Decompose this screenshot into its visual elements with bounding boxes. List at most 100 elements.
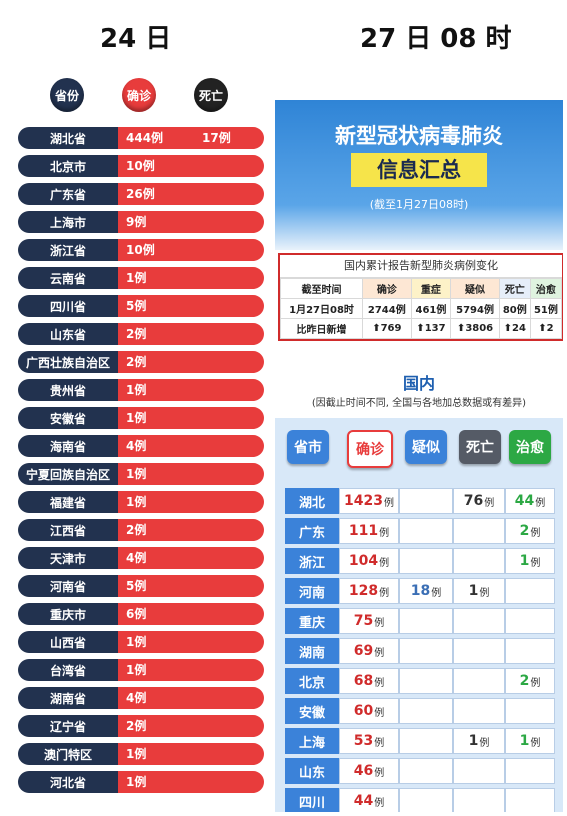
right-province-row: 重庆 75 例 <box>285 608 555 634</box>
confirmed-cell: 128 例 <box>339 578 399 604</box>
left-count-bar <box>118 211 264 233</box>
right-province-row: 安徽 60 例 <box>285 698 555 724</box>
cured-cell <box>505 638 555 664</box>
left-province-row: 山西省 1例 <box>18 631 264 653</box>
right-province-name: 河南 <box>285 578 339 604</box>
confirmed-cell: 69 例 <box>339 638 399 664</box>
confirmed-cell-unit: 例 <box>374 617 385 629</box>
confirmed-cell: 1423 例 <box>339 488 399 514</box>
right-province-name: 安徽 <box>285 698 339 724</box>
left-count-bar <box>118 603 264 625</box>
right-province-row: 湖南 69 例 <box>285 638 555 664</box>
left-count-bar <box>118 743 264 765</box>
left-count-bar <box>118 127 264 149</box>
left-province-row: 湖南省 4例 <box>18 687 264 709</box>
left-province-row: 宁夏回族自治区 1例 <box>18 463 264 485</box>
left-province-name: 上海市 <box>18 211 118 233</box>
banner-subtitle: 信息汇总 <box>351 153 487 187</box>
left-province-name: 山东省 <box>18 323 118 345</box>
confirmed-cell-unit: 例 <box>374 797 385 809</box>
confirmed-cell-unit: 例 <box>374 707 385 719</box>
right-province-row: 四川 44 例 <box>285 788 555 812</box>
left-confirmed-count: 1例 <box>126 271 147 285</box>
left-count-bar <box>118 715 264 737</box>
confirmed-header-badge: 确诊 <box>122 78 156 112</box>
left-count-bar <box>118 239 264 261</box>
left-death-count: 17例 <box>202 131 231 145</box>
confirmed-cell-value: 53 <box>353 733 374 749</box>
right-province-row: 浙江 104 例 1 例 <box>285 548 555 574</box>
left-province-name: 台湾省 <box>18 659 118 681</box>
confirmed-cell-value: 104 <box>348 553 379 569</box>
left-confirmed-count: 1例 <box>126 635 147 649</box>
left-province-name: 湖北省 <box>18 127 118 149</box>
right-province-name: 山东 <box>285 758 339 784</box>
confirmed-cell: 75 例 <box>339 608 399 634</box>
stats-header-cell: 截至时间 <box>279 278 364 299</box>
stats-header-cell: 治愈 <box>529 278 563 299</box>
stats-increase-cell: ⬆2 <box>529 318 563 339</box>
up-arrow-icon: ⬆ <box>503 323 513 334</box>
suspected-cell <box>399 728 453 754</box>
confirmed-cell-unit: 例 <box>379 587 390 599</box>
right-province-row: 广东 111 例 2 例 <box>285 518 555 544</box>
suspected-cell <box>399 608 453 634</box>
left-count-bar <box>118 575 264 597</box>
left-count-bar <box>118 659 264 681</box>
left-province-name: 辽宁省 <box>18 715 118 737</box>
confirmed-cell-value: 128 <box>348 583 379 599</box>
up-arrow-icon: ⬆ <box>456 323 466 334</box>
confirmed-cell-unit: 例 <box>374 737 385 749</box>
confirmed-cell-value: 68 <box>353 673 374 689</box>
left-province-row: 广东省 26例 <box>18 183 264 205</box>
banner-title: 新型冠状病毒肺炎 <box>335 124 503 148</box>
death-cell <box>453 638 505 664</box>
cured-cell-unit: 例 <box>535 497 546 509</box>
left-province-name: 四川省 <box>18 295 118 317</box>
stats-increase-value: 137 <box>424 323 446 334</box>
left-date-header: 24 日 <box>100 24 172 54</box>
left-confirmed-count: 6例 <box>126 607 147 621</box>
column-button-4[interactable]: 治愈 <box>509 430 551 464</box>
left-count-bar <box>118 771 264 793</box>
death-cell-unit: 例 <box>484 497 495 509</box>
stats-increase-value: 3806 <box>465 323 494 334</box>
cured-cell-value: 1 <box>519 733 530 749</box>
column-button-3[interactable]: 死亡 <box>459 430 501 464</box>
column-button-1[interactable]: 确诊 <box>347 430 393 468</box>
up-arrow-icon: ⬆ <box>538 323 547 334</box>
death-cell: 76 例 <box>453 488 505 514</box>
left-province-row: 山东省 2例 <box>18 323 264 345</box>
left-confirmed-count: 1例 <box>126 495 147 509</box>
right-province-name: 湖南 <box>285 638 339 664</box>
left-province-name: 广西壮族自治区 <box>18 351 118 373</box>
left-province-row: 四川省 5例 <box>18 295 264 317</box>
stats-value-cell: 5794例 <box>450 298 500 319</box>
left-province-name: 天津市 <box>18 547 118 569</box>
banner-as-of: (截至1月27日08时) <box>369 198 469 211</box>
left-province-row: 上海市 9例 <box>18 211 264 233</box>
left-count-bar <box>118 323 264 345</box>
column-button-2[interactable]: 疑似 <box>405 430 447 464</box>
stats-table: 截至时间 确诊 重症 疑似 死亡 治愈 1月27日08时 2744例 461例 5794例 80例… <box>279 278 563 339</box>
stats-increase-value: 2 <box>546 323 554 334</box>
suspected-cell <box>399 638 453 664</box>
stats-increase-cell: ⬆3806 <box>450 318 500 339</box>
death-cell-value: 1 <box>468 583 479 599</box>
left-province-name: 云南省 <box>18 267 118 289</box>
cured-cell-value: 2 <box>519 523 530 539</box>
confirmed-cell-value: 1423 <box>344 493 383 509</box>
left-province-row: 辽宁省 2例 <box>18 715 264 737</box>
stats-increase-cell: ⬆137 <box>410 318 452 339</box>
left-province-row: 台湾省 1例 <box>18 659 264 681</box>
left-province-name: 贵州省 <box>18 379 118 401</box>
column-button-0[interactable]: 省市 <box>287 430 329 464</box>
cured-cell <box>505 578 555 604</box>
left-count-bar <box>118 379 264 401</box>
left-province-name: 河南省 <box>18 575 118 597</box>
confirmed-cell: 53 例 <box>339 728 399 754</box>
left-province-row: 云南省 1例 <box>18 267 264 289</box>
